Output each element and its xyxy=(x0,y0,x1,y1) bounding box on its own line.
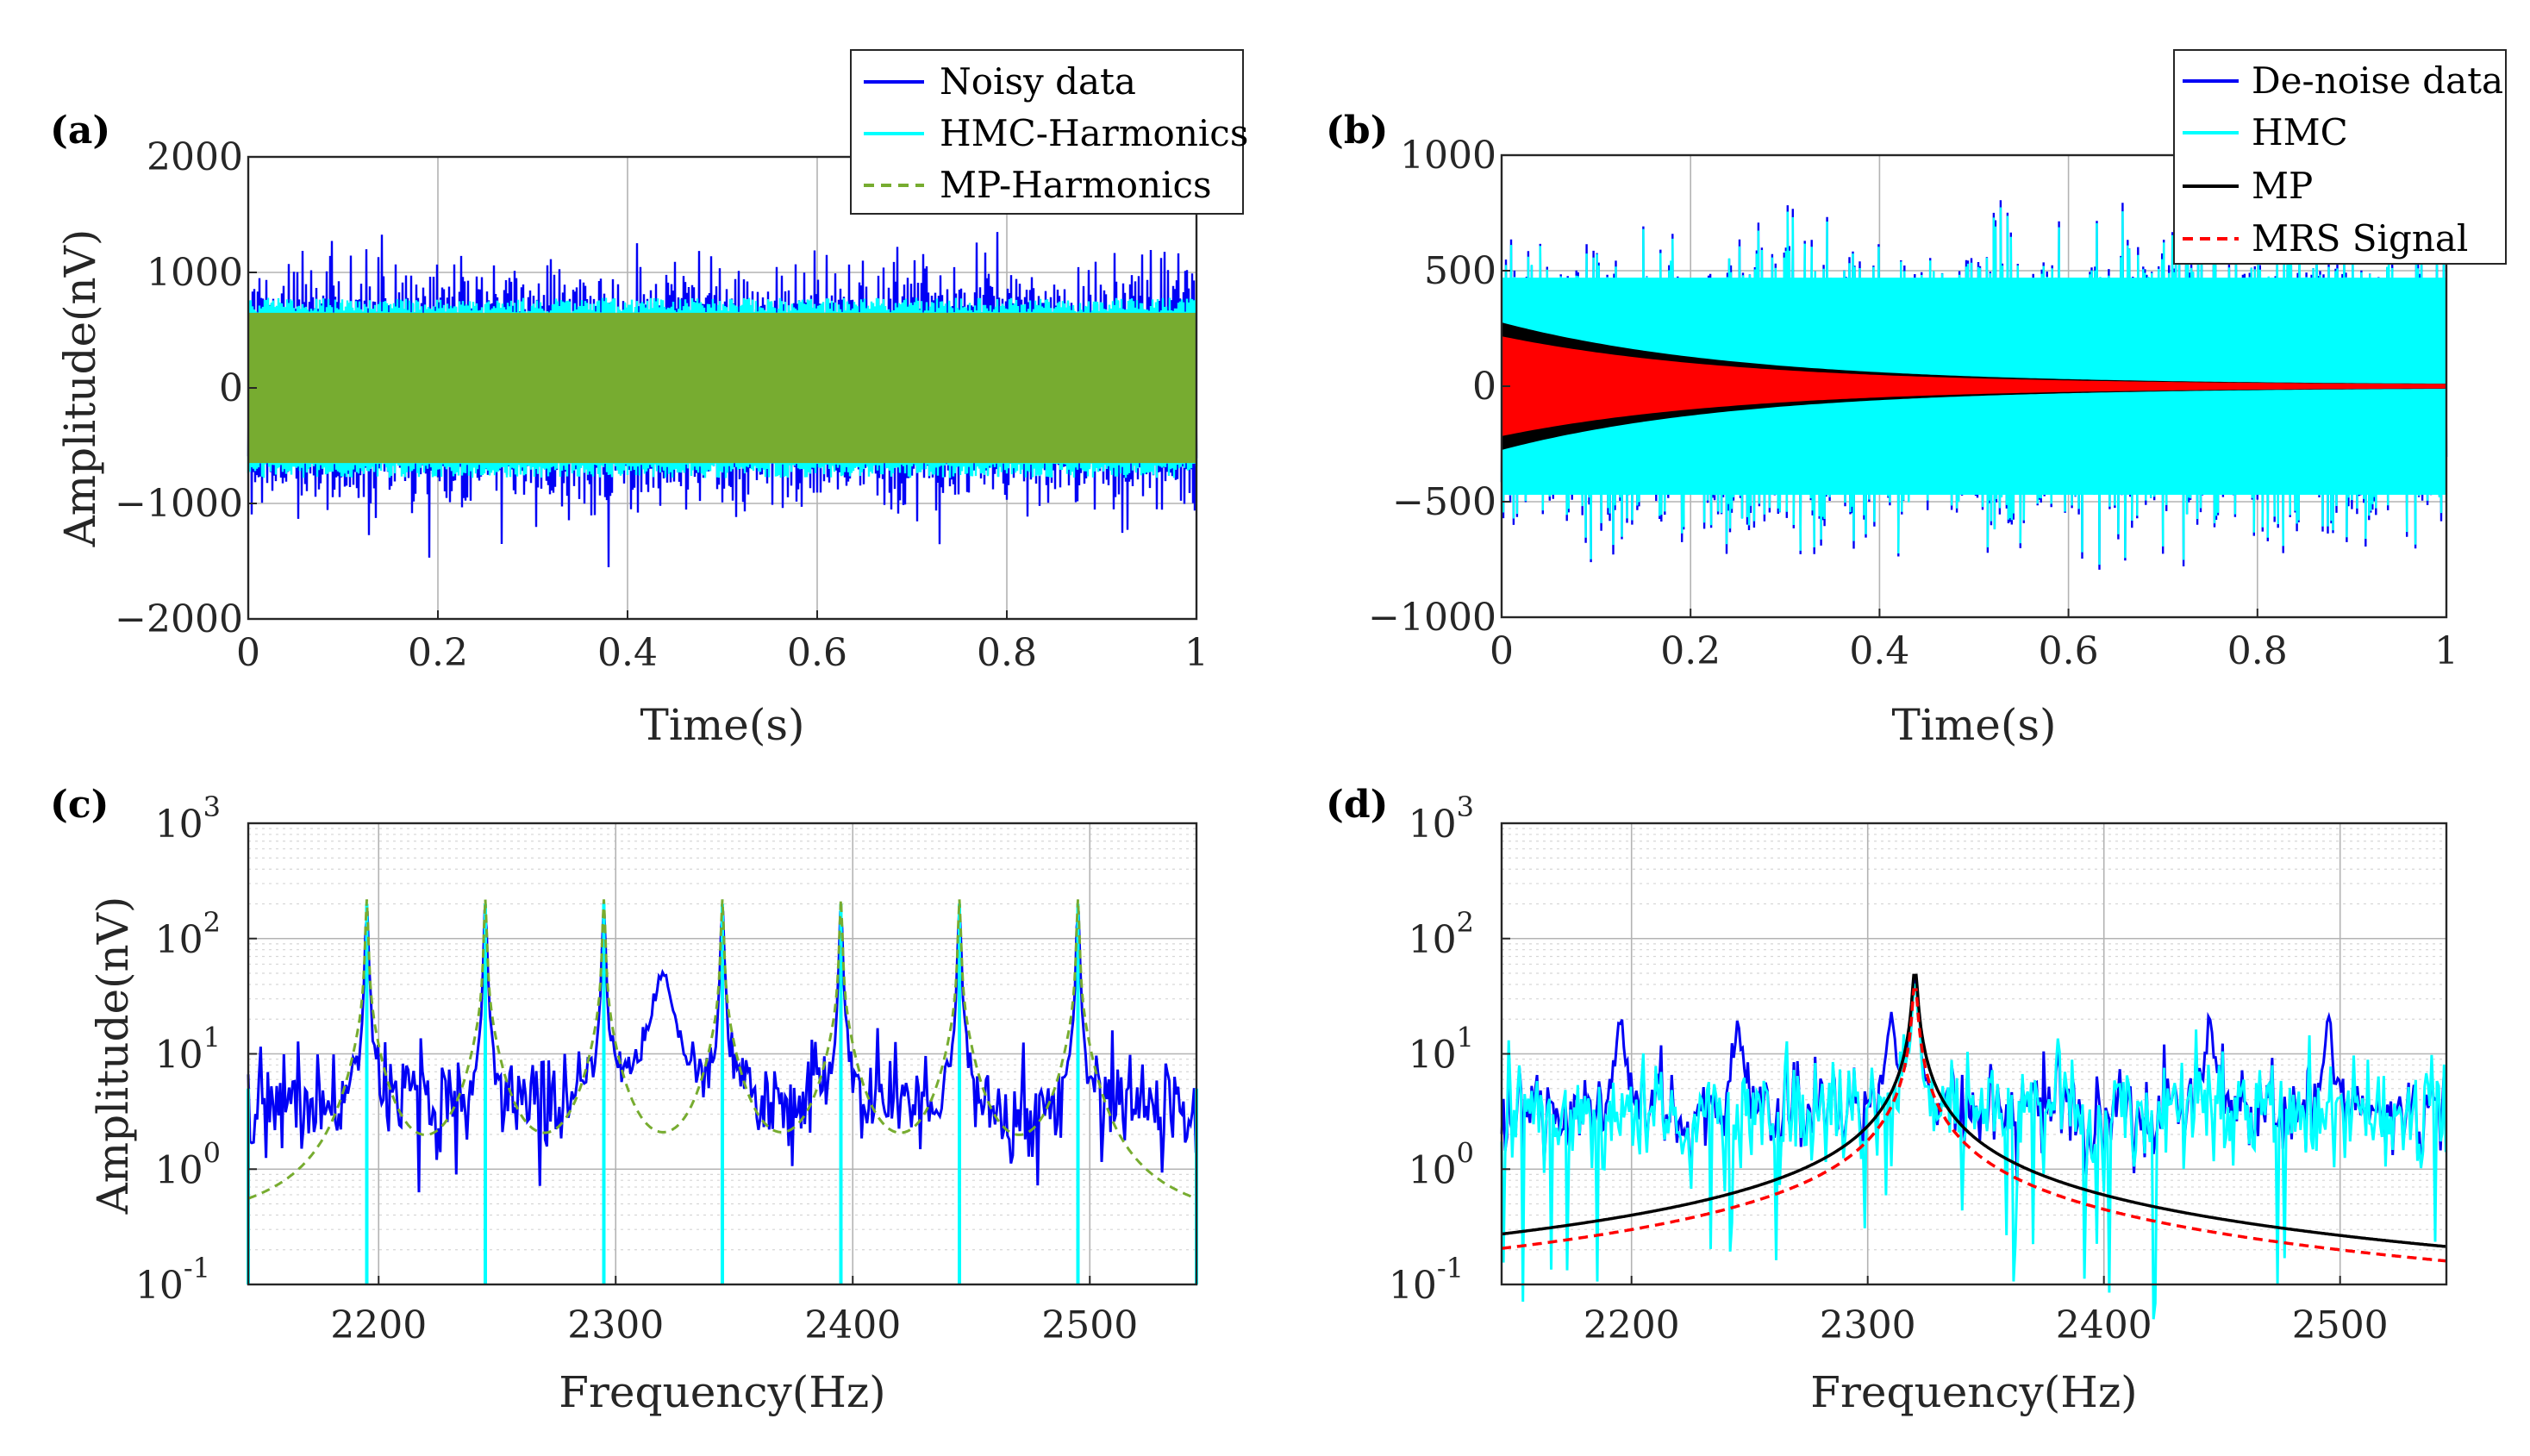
series-mrs-signal xyxy=(1502,336,2446,436)
y-tick-label: 1000 xyxy=(1400,134,1496,178)
panel-a-ticks: 0 0.2 0.4 0.6 0.8 1 −2000 −1000 0 1000 2000 xyxy=(115,135,1209,675)
x-tick-label: 0.6 xyxy=(2039,629,2099,673)
y-tick-label: −1000 xyxy=(115,482,243,526)
y-tick-label: 10-1 xyxy=(1389,1252,1464,1308)
panel-c-grid xyxy=(248,822,1196,1285)
panel-label-b: (b) xyxy=(1326,109,1388,153)
y-tick-label: 100 xyxy=(1409,1136,1474,1192)
legend-label-hmc-harmonics: HMC-Harmonics xyxy=(940,112,1248,154)
legend-label-noisy-data: Noisy data xyxy=(940,60,1136,103)
panel-b: (b) 0 0.2 0.4 0.6 0.8 1 −1000 −500 0 500 1000 Time… xyxy=(1326,49,2507,750)
x-tick-label: 2500 xyxy=(2292,1303,2389,1347)
panel-a: (a) 0 0.2 0.4 0.6 0.8 1 −2000 −1000 0 1000 2000 Ti… xyxy=(50,49,1248,750)
panel-a-xlabel: Time(s) xyxy=(640,700,804,750)
x-tick-label: 0.6 xyxy=(787,631,847,675)
y-tick-label: −500 xyxy=(1392,480,1496,524)
y-tick-label: 102 xyxy=(155,906,221,962)
x-tick-label: 0 xyxy=(1490,629,1514,673)
legend-label-mp-harmonics: MP-Harmonics xyxy=(940,164,1212,206)
y-tick-label: 500 xyxy=(1424,249,1496,293)
panel-b-legend-box xyxy=(2173,49,2507,265)
legend-label-denoise-data: De-noise data xyxy=(2252,59,2503,102)
x-tick-label: 0 xyxy=(236,631,260,675)
y-tick-label: 101 xyxy=(155,1022,221,1078)
legend-label-mrs-signal: MRS Signal xyxy=(2252,217,2468,259)
y-tick-label: −2000 xyxy=(115,597,243,641)
series-mp-harmonics xyxy=(248,312,1196,464)
legend-label-hmc: HMC xyxy=(2252,111,2348,153)
panel-a-plot xyxy=(247,232,1198,568)
x-tick-label: 2300 xyxy=(1820,1303,1916,1347)
y-tick-label: 102 xyxy=(1409,906,1474,962)
panel-c-xlabel: Frequency(Hz) xyxy=(559,1367,885,1417)
panel-c: (c) 10-1 100 101 102 103 2200 2300 2400 2500 Fre… xyxy=(50,783,1198,1417)
panel-b-xlabel: Time(s) xyxy=(1891,700,2056,750)
x-tick-label: 0.4 xyxy=(597,631,658,675)
x-tick-label: 0.2 xyxy=(1660,629,1721,673)
y-tick-label: 0 xyxy=(219,366,243,410)
x-tick-label: 2400 xyxy=(2056,1303,2152,1347)
panel-c-ylabel: Amplitude(nV) xyxy=(88,897,138,1215)
x-tick-label: 2200 xyxy=(1584,1303,1680,1347)
x-tick-label: 0.4 xyxy=(1849,629,1909,673)
x-tick-label: 0.2 xyxy=(408,631,468,675)
panel-label-a: (a) xyxy=(50,109,110,153)
series-mp-harmonics-spectrum xyxy=(247,899,1197,1200)
panel-c-ticks: 10-1 100 101 102 103 2200 2300 2400 2500 xyxy=(135,790,1138,1347)
x-tick-label: 2200 xyxy=(330,1303,427,1347)
y-tick-label: 2000 xyxy=(147,135,243,179)
y-tick-label: 101 xyxy=(1409,1022,1474,1078)
y-tick-label: −1000 xyxy=(1368,596,1496,640)
x-tick-label: 2500 xyxy=(1041,1303,1138,1347)
series-mrs-signal-spectrum xyxy=(1501,988,2447,1263)
legend-label-mp: MP xyxy=(2252,165,2313,207)
panel-label-d: (d) xyxy=(1326,783,1388,827)
panel-c-plot xyxy=(247,899,1198,1284)
panel-b-legend: De-noise data HMC MP MRS Signal xyxy=(2173,49,2507,265)
panel-d-plot xyxy=(1500,973,2447,1320)
panel-a-legend: Noisy data HMC-Harmonics MP-Harmonics xyxy=(850,49,1248,215)
y-tick-label: 103 xyxy=(1409,790,1474,847)
y-tick-label: 10-1 xyxy=(135,1252,210,1308)
panel-a-ylabel: Amplitude(nV) xyxy=(55,229,105,548)
series-mp-spectrum xyxy=(1501,973,2447,1248)
y-tick-label: 0 xyxy=(1472,365,1496,409)
panel-b-plot xyxy=(1500,200,2448,570)
panel-d: (d) 10-1 100 101 102 103 2200 2300 2400 2500 Fre… xyxy=(1326,783,2448,1417)
x-tick-label: 0.8 xyxy=(2227,629,2288,673)
panel-b-ticks: 0 0.2 0.4 0.6 0.8 1 −1000 −500 0 500 1000 xyxy=(1368,134,2458,673)
x-tick-label: 0.8 xyxy=(977,631,1037,675)
series-hmc-spectrum xyxy=(1500,983,2447,1320)
y-tick-label: 103 xyxy=(155,790,221,847)
x-tick-label: 1 xyxy=(1184,631,1209,675)
panel-label-c: (c) xyxy=(50,783,109,827)
panel-d-ticks: 10-1 100 101 102 103 2200 2300 2400 2500 xyxy=(1389,790,2389,1347)
x-tick-label: 2300 xyxy=(567,1303,664,1347)
y-tick-label: 100 xyxy=(155,1136,221,1192)
y-tick-label: 1000 xyxy=(147,251,243,295)
x-tick-label: 2400 xyxy=(804,1303,901,1347)
panel-d-xlabel: Frequency(Hz) xyxy=(1810,1367,2137,1417)
x-tick-label: 1 xyxy=(2434,629,2458,673)
